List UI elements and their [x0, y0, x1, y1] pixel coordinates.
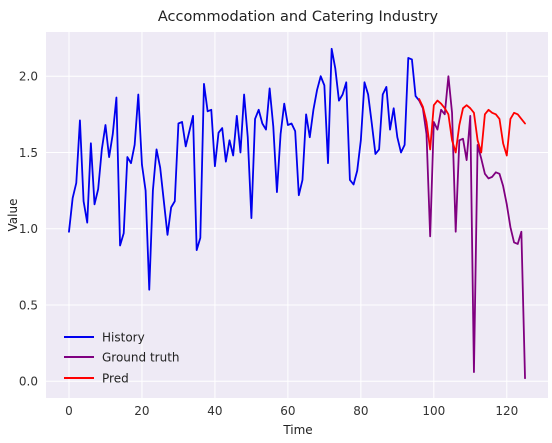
- legend-label-history: History: [102, 331, 145, 345]
- x-tick-label: 80: [353, 404, 368, 418]
- x-axis: 0 20 40 60 80 100 120: [65, 404, 518, 418]
- chart-title: Accommodation and Catering Industry: [158, 9, 439, 25]
- y-tick-label: 0.5: [19, 298, 38, 312]
- legend-label-ground-truth: Ground truth: [102, 351, 180, 365]
- plot-area: [46, 32, 548, 398]
- series-line-pred: [418, 98, 526, 157]
- y-tick-label: 0.0: [19, 375, 38, 389]
- y-axis: 0.0 0.5 1.0 1.5 2.0: [19, 70, 38, 389]
- y-tick-label: 1.0: [19, 222, 38, 236]
- legend-label-pred: Pred: [102, 372, 129, 386]
- x-tick-label: 40: [207, 404, 222, 418]
- x-tick-label: 120: [495, 404, 518, 418]
- series-line-ground-truth: [418, 75, 526, 380]
- y-axis-label: Value: [6, 199, 20, 232]
- x-tick-label: 100: [422, 404, 445, 418]
- legend: History Ground truth Pred: [64, 331, 180, 386]
- x-axis-label: Time: [282, 423, 312, 437]
- x-tick-label: 0: [65, 404, 73, 418]
- y-tick-label: 2.0: [19, 70, 38, 84]
- series-layer: [68, 47, 526, 380]
- x-tick-label: 20: [134, 404, 149, 418]
- x-tick-label: 60: [280, 404, 295, 418]
- series-line-history: [68, 47, 421, 291]
- y-tick-label: 1.5: [19, 146, 38, 160]
